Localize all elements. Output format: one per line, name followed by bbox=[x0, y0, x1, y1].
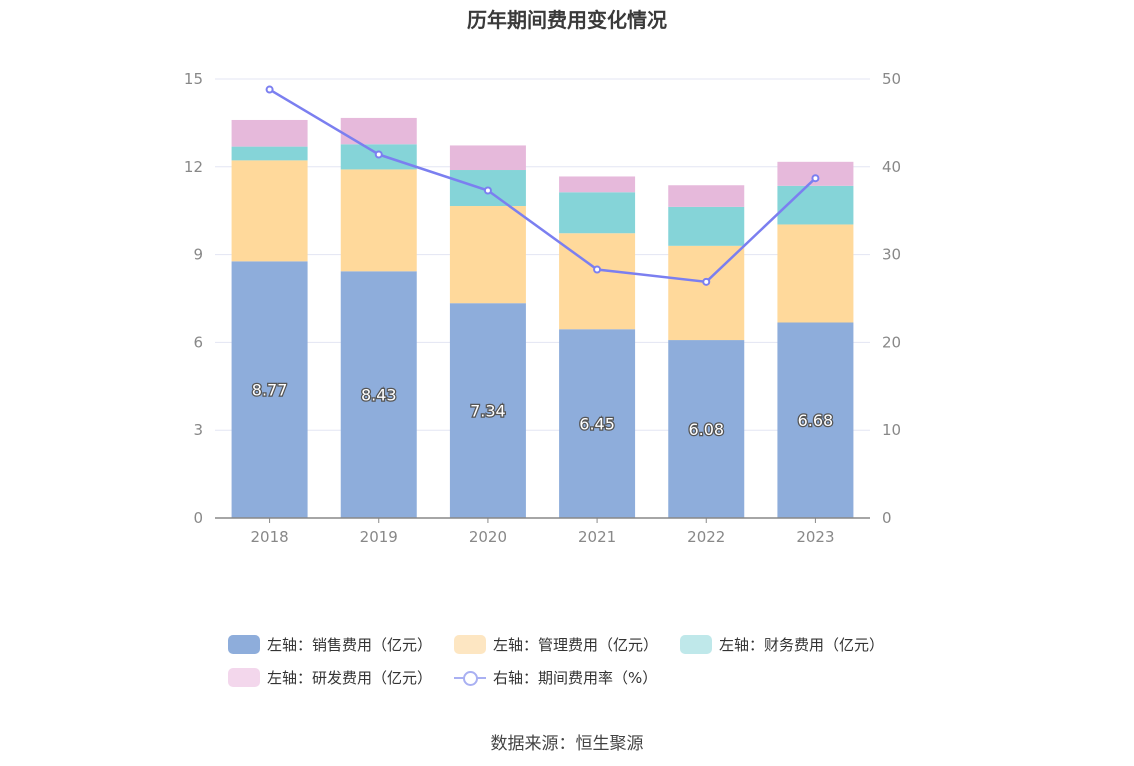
right-axis-tick-label: 20 bbox=[882, 333, 901, 351]
x-axis-tick-label: 2023 bbox=[796, 528, 834, 546]
axes: 0 3 6 9 12 15 0 10 20 30 40 50 2018 2019 2020 2021 2022 2… bbox=[184, 70, 901, 546]
legend-swatch-admin bbox=[454, 635, 487, 654]
left-axis-tick-label: 3 bbox=[193, 421, 203, 439]
legend-item-rd[interactable]: 左轴：研发费用（亿元） bbox=[228, 667, 432, 688]
legend-row-2: 左轴：研发费用（亿元） 右轴：期间费用率（%） bbox=[228, 661, 928, 694]
bar-value-label: 8.43 bbox=[361, 386, 397, 405]
right-axis-tick-label: 30 bbox=[882, 246, 901, 264]
x-axis-tick-label: 2018 bbox=[250, 528, 288, 546]
bar-segment-admin bbox=[231, 160, 308, 262]
bar-segment-rd bbox=[449, 145, 526, 171]
bar-value-label: 6.68 bbox=[798, 411, 834, 430]
chart-title: 历年期间费用变化情况 bbox=[467, 8, 667, 32]
left-axis-tick-label: 0 bbox=[193, 509, 203, 527]
legend-swatch-finance bbox=[680, 635, 713, 654]
bar-segment-admin bbox=[559, 233, 636, 330]
x-axis-tick-label: 2020 bbox=[469, 528, 507, 546]
bar-value-label: 6.45 bbox=[579, 415, 615, 434]
chart-plot: 0 3 6 9 12 15 0 10 20 30 40 50 2018 2019 2020 2021 2022 2… bbox=[184, 70, 901, 546]
bar-segment-sales bbox=[231, 261, 308, 518]
bar-segment-admin bbox=[777, 224, 854, 323]
rate-point bbox=[702, 277, 711, 286]
right-axis-tick-label: 10 bbox=[882, 421, 901, 439]
legend-swatch-sales bbox=[228, 635, 260, 654]
legend-label-sales: 左轴：销售费用（亿元） bbox=[267, 636, 433, 654]
bar-segment-sales bbox=[449, 303, 526, 518]
bar-segment-rd bbox=[668, 185, 745, 207]
bar-segment-finance bbox=[777, 185, 854, 225]
legend-item-admin[interactable]: 左轴：管理费用（亿元） bbox=[454, 634, 658, 655]
bar-segment-admin bbox=[668, 245, 745, 341]
data-source: 数据来源：恒生聚源 bbox=[490, 734, 644, 754]
bar-segment-admin bbox=[449, 206, 526, 304]
bar-segment-finance bbox=[231, 146, 308, 161]
bar-segment-rd bbox=[340, 117, 417, 145]
legend: 左轴：销售费用（亿元） 左轴：管理费用（亿元） 左轴：财务费用（亿元） 左轴：研… bbox=[228, 628, 928, 694]
legend-label-rate: 右轴：期间费用率（%） bbox=[493, 669, 658, 687]
bar-segment-rd bbox=[231, 119, 308, 147]
bar-value-label: 7.34 bbox=[470, 402, 506, 421]
x-axis-tick-label: 2021 bbox=[578, 528, 616, 546]
bar-segment-sales bbox=[559, 329, 636, 518]
left-axis-tick-label: 9 bbox=[193, 246, 203, 264]
rate-line bbox=[268, 88, 817, 284]
rate-point bbox=[374, 150, 383, 159]
bar-data-labels: 8.77 8.43 7.34 6.45 6.08 6.68 bbox=[251, 379, 835, 440]
bar-segment-sales bbox=[340, 271, 417, 518]
legend-row-1: 左轴：销售费用（亿元） 左轴：管理费用（亿元） 左轴：财务费用（亿元） bbox=[228, 628, 928, 661]
legend-item-sales[interactable]: 左轴：销售费用（亿元） bbox=[228, 634, 432, 655]
rate-point bbox=[593, 265, 602, 274]
bar-segment-rd bbox=[777, 161, 854, 186]
bar-segment-rd bbox=[559, 176, 636, 193]
legend-item-finance[interactable]: 左轴：财务费用（亿元） bbox=[680, 634, 884, 655]
right-axis-tick-label: 50 bbox=[882, 70, 901, 88]
rate-point bbox=[811, 174, 820, 183]
bar-value-label: 8.77 bbox=[252, 381, 288, 400]
bar-segment-sales bbox=[777, 322, 854, 518]
x-axis-tick-label: 2022 bbox=[687, 528, 725, 546]
legend-label-finance: 左轴：财务费用（亿元） bbox=[719, 636, 885, 654]
bar-segment-admin bbox=[340, 169, 417, 272]
x-axis-tick-label: 2019 bbox=[360, 528, 398, 546]
left-axis-tick-label: 15 bbox=[184, 70, 203, 88]
legend-line-rate-icon bbox=[454, 668, 487, 687]
bar-series bbox=[231, 117, 854, 518]
legend-label-rd: 左轴：研发费用（亿元） bbox=[267, 669, 433, 687]
legend-label-admin: 左轴：管理费用（亿元） bbox=[493, 636, 659, 654]
legend-item-rate[interactable]: 右轴：期间费用率（%） bbox=[454, 667, 657, 688]
left-axis-tick-label: 12 bbox=[184, 158, 203, 176]
bar-segment-finance bbox=[668, 206, 745, 246]
rate-point bbox=[483, 186, 492, 195]
right-axis-tick-label: 40 bbox=[882, 158, 901, 176]
rate-point bbox=[265, 85, 274, 94]
grid-lines bbox=[215, 78, 870, 431]
left-axis-tick-label: 6 bbox=[193, 333, 203, 351]
legend-swatch-rd bbox=[228, 668, 260, 687]
rate-line-series bbox=[265, 85, 820, 286]
right-axis-tick-label: 0 bbox=[882, 509, 892, 527]
bar-value-label: 6.08 bbox=[688, 420, 724, 439]
bar-segment-finance bbox=[559, 192, 636, 234]
bar-segment-sales bbox=[668, 340, 745, 518]
